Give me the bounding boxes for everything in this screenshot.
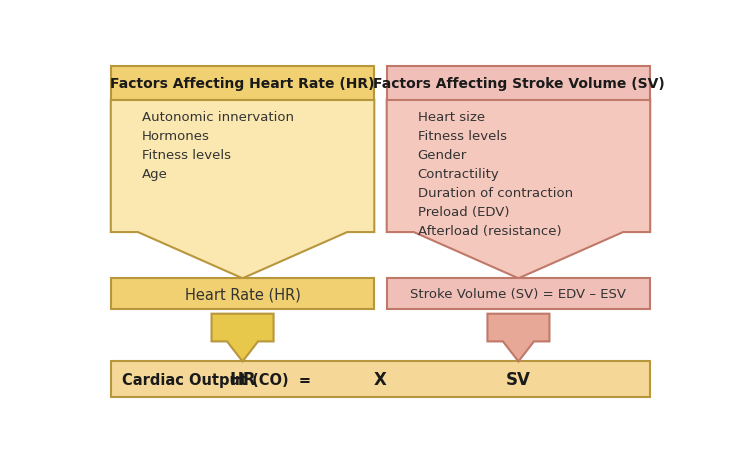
Text: Heart Rate (HR): Heart Rate (HR): [184, 286, 301, 302]
Polygon shape: [488, 314, 550, 362]
Bar: [111, 362, 650, 397]
Polygon shape: [111, 101, 374, 279]
Text: X: X: [374, 370, 387, 388]
Bar: [387, 279, 650, 309]
Text: Heart size
Fitness levels
Gender
Contractility
Duration of contraction
Preload (: Heart size Fitness levels Gender Contrac…: [418, 111, 573, 238]
Text: HR: HR: [230, 370, 256, 388]
Text: SV: SV: [506, 370, 531, 388]
Bar: [111, 67, 374, 101]
Text: Factors Affecting Heart Rate (HR): Factors Affecting Heart Rate (HR): [110, 77, 375, 90]
Text: Stroke Volume (SV) = EDV – ESV: Stroke Volume (SV) = EDV – ESV: [410, 287, 626, 301]
Bar: [387, 67, 650, 101]
Polygon shape: [387, 101, 650, 279]
Text: Cardiac Output (CO)  =: Cardiac Output (CO) =: [122, 372, 310, 387]
Text: Autonomic innervation
Hormones
Fitness levels
Age: Autonomic innervation Hormones Fitness l…: [142, 111, 294, 181]
Polygon shape: [211, 314, 274, 362]
Text: Factors Affecting Stroke Volume (SV): Factors Affecting Stroke Volume (SV): [373, 77, 664, 90]
Bar: [111, 279, 374, 309]
